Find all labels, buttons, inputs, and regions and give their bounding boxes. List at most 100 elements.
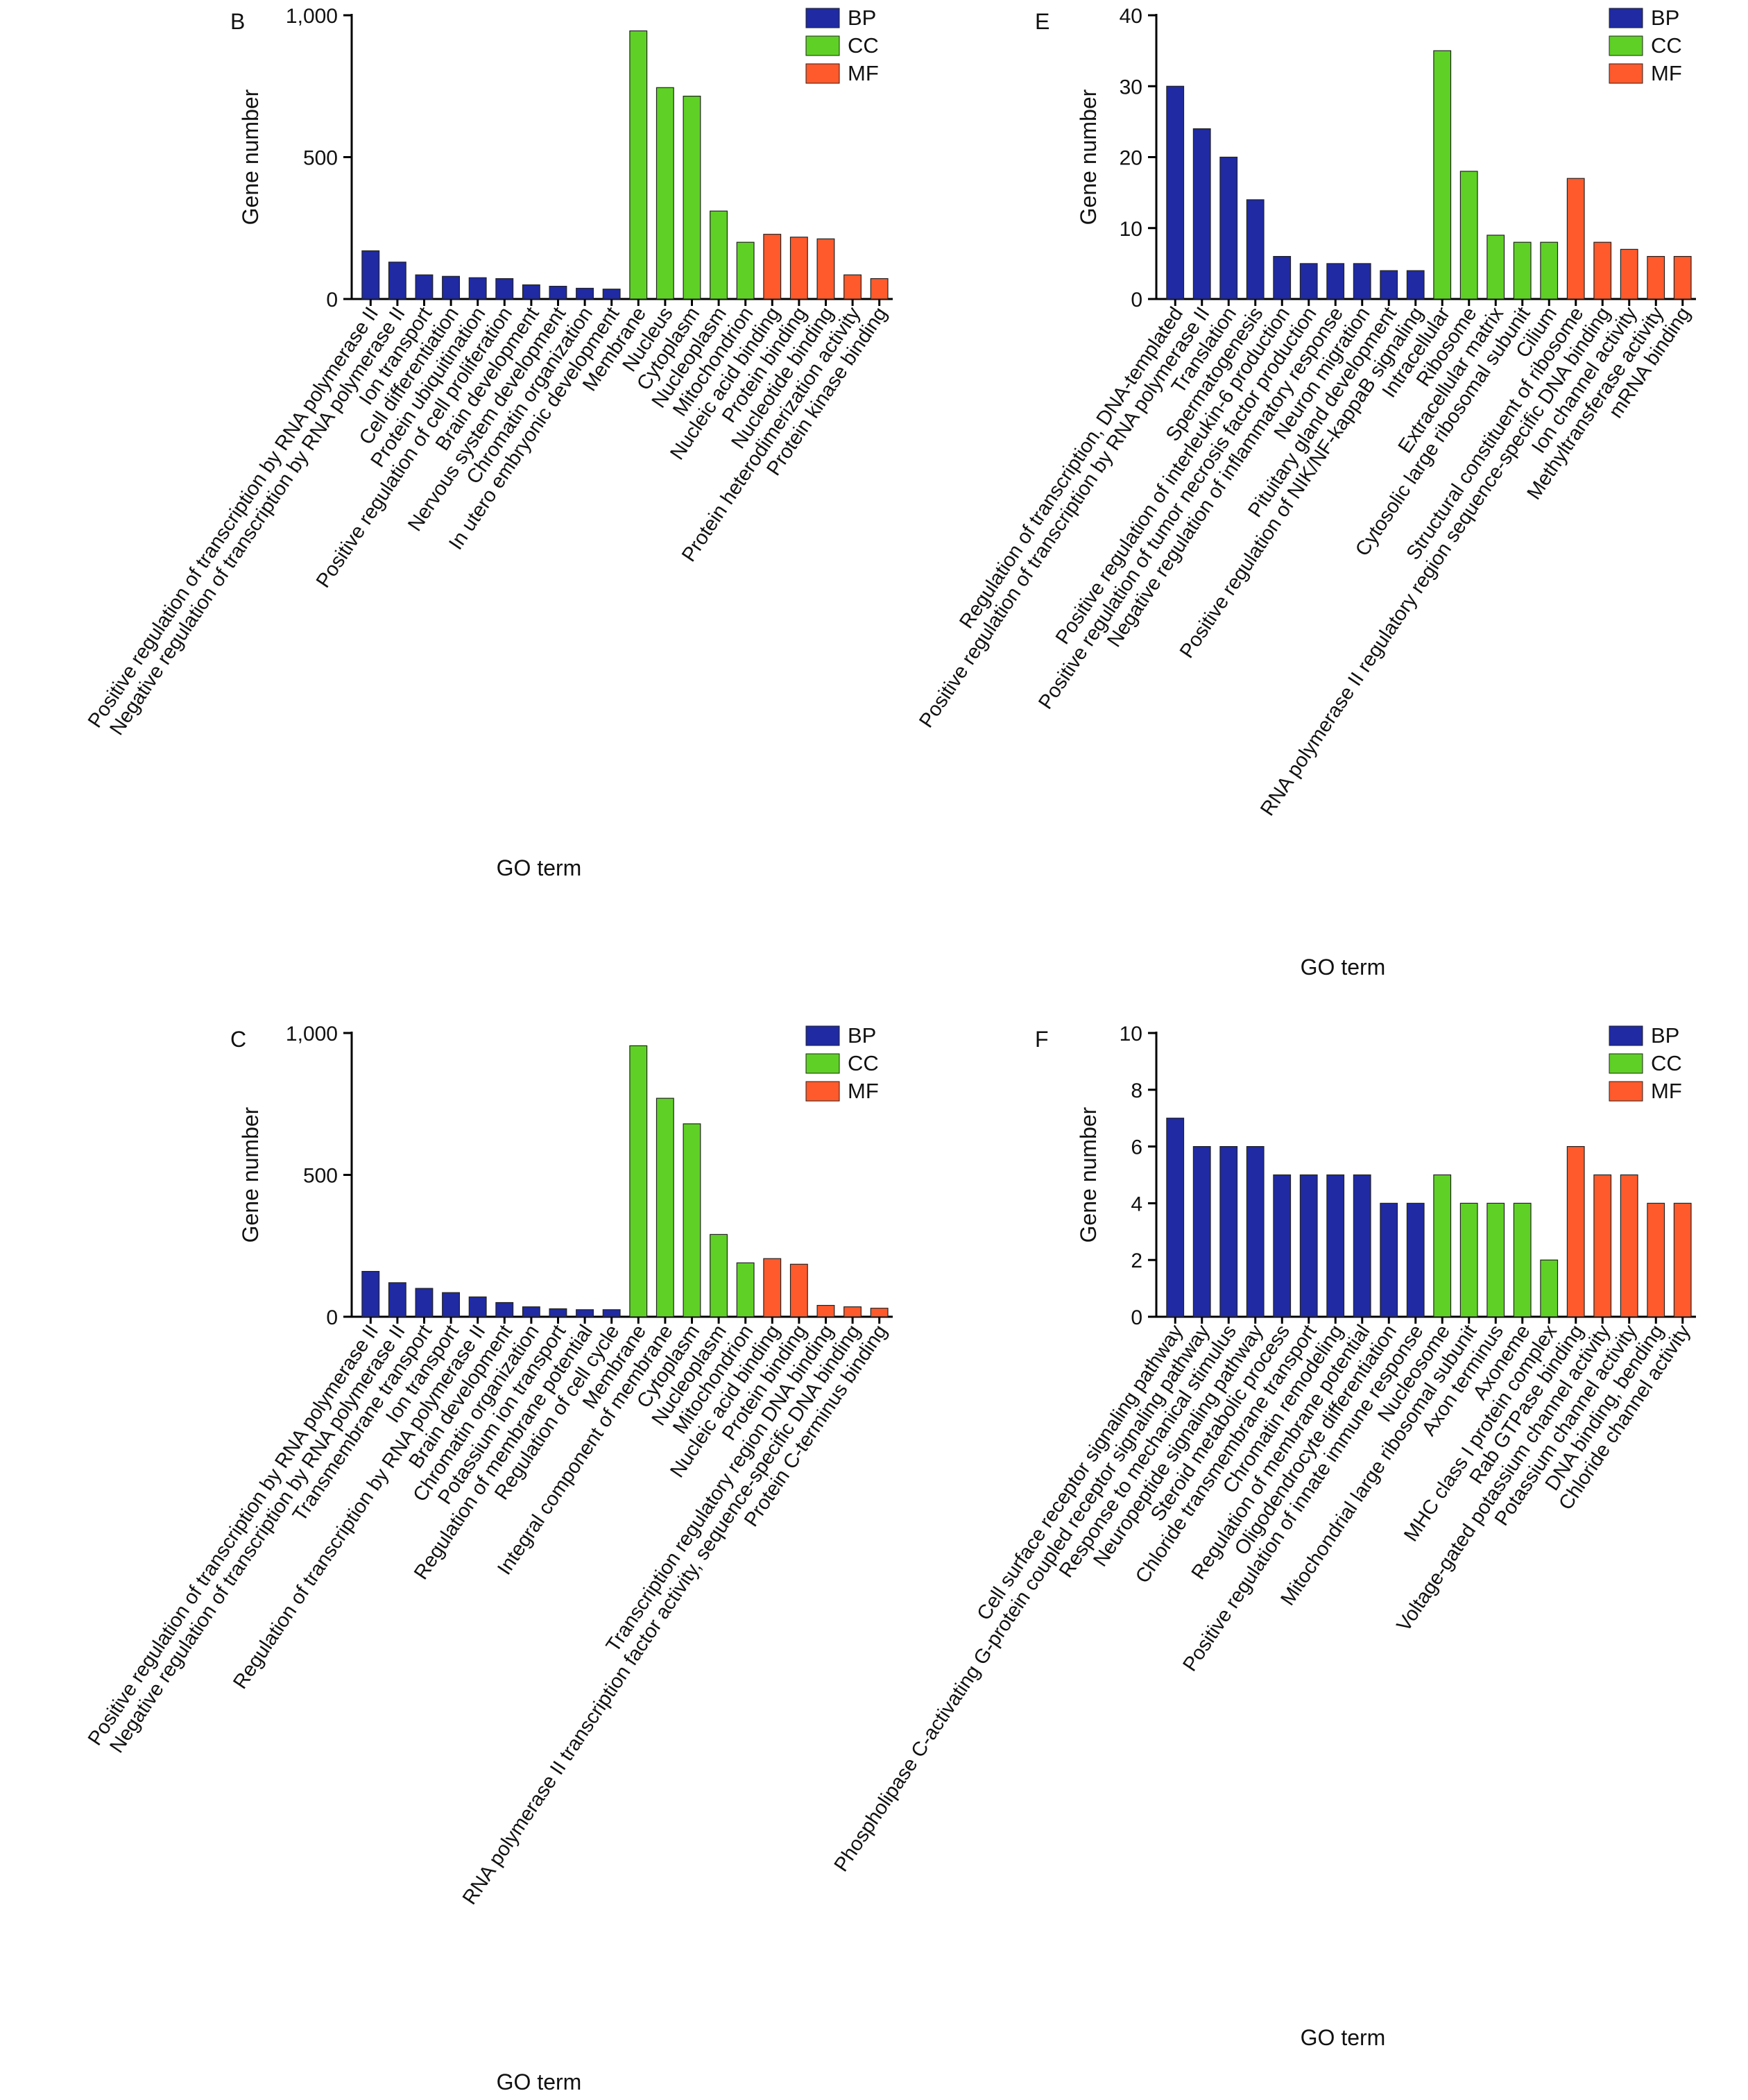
x-category-label: Negative regulation of transcription by … (105, 1321, 409, 1757)
y-tick-label: 10 (1120, 1023, 1142, 1045)
panel-letter: C (230, 1027, 246, 1052)
bar-mf (870, 278, 889, 300)
y-tick-label: 6 (1131, 1136, 1142, 1159)
x-axis-title: GO term (497, 855, 582, 880)
legend-swatch-mf (805, 1081, 840, 1102)
bar-mf (1566, 1145, 1585, 1317)
y-tick-label: 500 (303, 147, 338, 170)
bar-bp (1166, 1118, 1185, 1317)
bar-bp (549, 1308, 567, 1317)
bar-bp (602, 1309, 621, 1317)
legend-label-mf: MF (848, 1079, 879, 1103)
y-tick-label: 20 (1120, 147, 1142, 170)
bar-cc (1433, 1174, 1452, 1317)
bar-cc (1433, 50, 1452, 300)
y-tick-label: 0 (326, 1306, 338, 1329)
bar-cc (710, 210, 728, 300)
legend-label-cc: CC (1651, 1051, 1682, 1075)
legend-label-bp: BP (848, 6, 876, 30)
bar-mf (816, 238, 835, 300)
bar-bp (1299, 263, 1318, 300)
x-category-label: Positive regulation of transcription by … (84, 303, 383, 732)
y-tick-label: 0 (326, 289, 338, 311)
y-axis-title: Gene number (1076, 1107, 1101, 1243)
legend-label-bp: BP (848, 1023, 876, 1048)
y-axis-title: Gene number (1076, 89, 1101, 225)
bar-bp (602, 289, 621, 300)
panel-letter: E (1035, 9, 1049, 34)
bar-mf (1593, 1174, 1612, 1317)
y-tick-label: 500 (303, 1165, 338, 1188)
legend-swatch-mf (1609, 1081, 1643, 1102)
bar-bp (442, 275, 461, 300)
legend-label-cc: CC (848, 33, 879, 58)
bar-mf (1593, 241, 1612, 300)
bar-mf (1673, 1202, 1692, 1317)
bar-cc (629, 1045, 648, 1317)
bar-mf (763, 234, 782, 300)
bar-mf (870, 1308, 889, 1317)
bar-bp (1353, 263, 1371, 300)
panel-letter: B (230, 9, 245, 34)
bar-bp (1406, 1202, 1425, 1317)
bar-bp (495, 278, 514, 300)
legend-swatch-bp (805, 1025, 840, 1046)
y-axis-title: Gene number (238, 89, 263, 225)
bar-mf (843, 274, 862, 300)
y-tick-label: 2 (1131, 1249, 1142, 1272)
bar-bp (1219, 1145, 1238, 1317)
bar-mf (1647, 1202, 1665, 1317)
bar-cc (629, 30, 648, 300)
y-tick-label: 1,000 (286, 5, 338, 28)
bar-bp (1299, 1174, 1318, 1317)
legend-swatch-cc (805, 1053, 840, 1074)
y-tick-label: 10 (1120, 218, 1142, 241)
bar-mf (816, 1304, 835, 1317)
bar-bp (576, 1309, 594, 1317)
bar-cc (1513, 1202, 1532, 1317)
bar-bp (1326, 1174, 1345, 1317)
bar-bp (1246, 1145, 1265, 1317)
y-tick-label: 0 (1131, 1306, 1142, 1329)
y-tick-label: 4 (1131, 1193, 1142, 1215)
bar-mf (1620, 1174, 1638, 1317)
legend-swatch-cc (1609, 1053, 1643, 1074)
bar-bp (361, 250, 380, 300)
bar-bp (1353, 1174, 1371, 1317)
bar-mf (1647, 256, 1665, 300)
legend-swatch-mf (1609, 63, 1643, 84)
y-tick-label: 1,000 (286, 1023, 338, 1045)
legend-swatch-bp (1609, 8, 1643, 28)
bar-bp (495, 1301, 514, 1317)
bar-bp (1219, 156, 1238, 300)
bar-mf (789, 1263, 808, 1317)
bar-bp (442, 1292, 461, 1317)
bar-cc (1540, 241, 1559, 300)
bar-cc (656, 87, 674, 300)
legend-label-cc: CC (1651, 33, 1682, 58)
bar-cc (1513, 241, 1532, 300)
legend-swatch-bp (1609, 1025, 1643, 1046)
x-axis-title: GO term (1301, 955, 1386, 980)
bar-bp (522, 284, 540, 300)
bar-bp (415, 274, 434, 300)
bar-cc (683, 96, 701, 300)
bar-bp (1380, 270, 1398, 300)
bar-bp (388, 262, 406, 300)
bar-bp (468, 1296, 487, 1317)
bar-bp (468, 277, 487, 300)
legend-swatch-cc (805, 35, 840, 56)
x-axis-title: GO term (497, 2069, 582, 2094)
y-tick-label: 8 (1131, 1079, 1142, 1102)
bar-bp (522, 1306, 540, 1317)
bar-mf (789, 237, 808, 300)
bar-bp (388, 1282, 406, 1317)
legend-label-mf: MF (1651, 61, 1682, 85)
bar-bp (1273, 1174, 1292, 1317)
x-category-label: Phospholipase C-activating G-protein cou… (830, 1321, 1215, 1876)
bar-bp (1166, 85, 1185, 300)
